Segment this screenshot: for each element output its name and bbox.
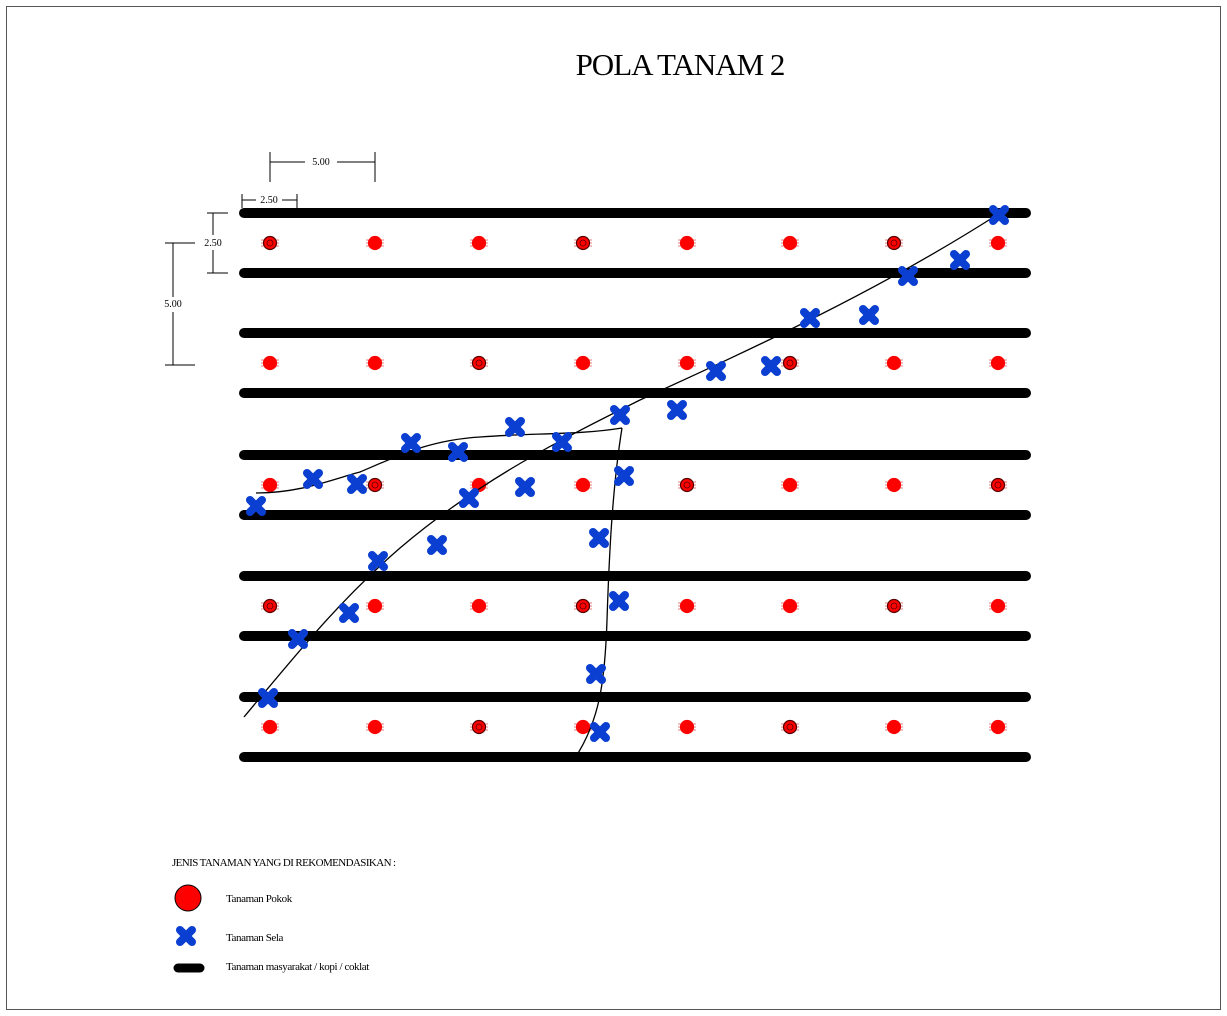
main-plant [989, 721, 1007, 734]
dimension-horizontal-main: 5.00 [270, 152, 375, 182]
main-plant [470, 600, 488, 613]
main-plant [366, 357, 384, 370]
legend-blue-cross-icon [180, 930, 192, 942]
intercrop-plant [519, 481, 531, 493]
main-plant [989, 357, 1007, 370]
main-plant [366, 237, 384, 250]
legend-label-main: Tanaman Pokok [226, 893, 293, 905]
main-plant [678, 479, 696, 492]
main-plant [366, 721, 384, 734]
dimension-vertical-main: 5.00 [164, 243, 195, 365]
main-plant [470, 721, 488, 734]
main-plant [678, 237, 696, 250]
intercrop-plant [614, 409, 626, 421]
legend-red-circle-icon [175, 885, 201, 911]
intercrop-plant [590, 668, 602, 680]
main-plant [366, 600, 384, 613]
intercrops [250, 209, 1005, 738]
main-plant [885, 479, 903, 492]
svg-text:2.50: 2.50 [204, 238, 222, 249]
main-plant [989, 237, 1007, 250]
main-plant [470, 237, 488, 250]
dimension-vertical-sub: 2.50 [204, 213, 228, 273]
main-plant [574, 237, 592, 250]
intercrop-plant [863, 309, 875, 321]
intercrop-plant [405, 437, 417, 449]
main-plant [366, 479, 384, 492]
intercrop-plant [954, 254, 966, 266]
svg-text:5.00: 5.00 [164, 299, 182, 310]
intercrop-plant [765, 360, 777, 372]
main-plant [470, 357, 488, 370]
intercrop-plant [902, 270, 914, 282]
intercrop-plant [307, 473, 319, 485]
legend-label-hedge: Tanaman masyarakat / kopi / coklat [226, 961, 369, 973]
page-title: POLA TANAM 2 [576, 47, 785, 82]
intercrop-plant [593, 532, 605, 544]
intercrop-plant [671, 404, 683, 416]
intercrop-plant [431, 539, 443, 551]
main-plant [885, 600, 903, 613]
intercrop-plant [292, 633, 304, 645]
intercrop-plant [509, 421, 521, 433]
main-plant [885, 237, 903, 250]
intercrop-plant [804, 312, 816, 324]
intercrop-plant [250, 500, 262, 512]
main-plant [574, 600, 592, 613]
main-plant [781, 721, 799, 734]
main-plant [574, 479, 592, 492]
main-plant [261, 479, 279, 492]
main-plant [989, 600, 1007, 613]
main-plant [781, 479, 799, 492]
intercrop-plant [262, 692, 274, 704]
svg-text:5.00: 5.00 [312, 157, 330, 168]
main-plant [261, 357, 279, 370]
intercrop-plant [594, 726, 606, 738]
intercrop-plant [343, 607, 355, 619]
main-plant [781, 600, 799, 613]
legend-label-intercrop: Tanaman Sela [226, 932, 284, 944]
svg-text:2.50: 2.50 [260, 195, 278, 206]
main-plant [574, 357, 592, 370]
main-plant [261, 721, 279, 734]
legend-heading: JENIS TANAMAN YANG DI REKOMENDASIKAN : [172, 857, 396, 869]
intercrop-plant [613, 595, 625, 607]
intercrop-plant [710, 365, 722, 377]
contour-line-diagonal [244, 213, 1000, 717]
intercrop-plant [463, 492, 475, 504]
main-plant [261, 237, 279, 250]
main-plant [781, 357, 799, 370]
intercrop-plant [618, 470, 630, 482]
main-plant [885, 721, 903, 734]
main-plant [989, 479, 1007, 492]
intercrop-plant [993, 209, 1005, 221]
intercrop-plant [351, 478, 363, 490]
intercrop-plant [452, 446, 464, 458]
main-plant [781, 237, 799, 250]
legend: JENIS TANAMAN YANG DI REKOMENDASIKAN : T… [172, 857, 396, 973]
intercrop-plant [556, 436, 568, 448]
main-plant [678, 600, 696, 613]
main-plants [261, 237, 1007, 734]
intercrop-plant [372, 555, 384, 567]
main-plant [678, 721, 696, 734]
main-plant [885, 357, 903, 370]
main-plant [261, 600, 279, 613]
main-plant [678, 357, 696, 370]
dimension-horizontal-sub: 2.50 [242, 194, 297, 208]
